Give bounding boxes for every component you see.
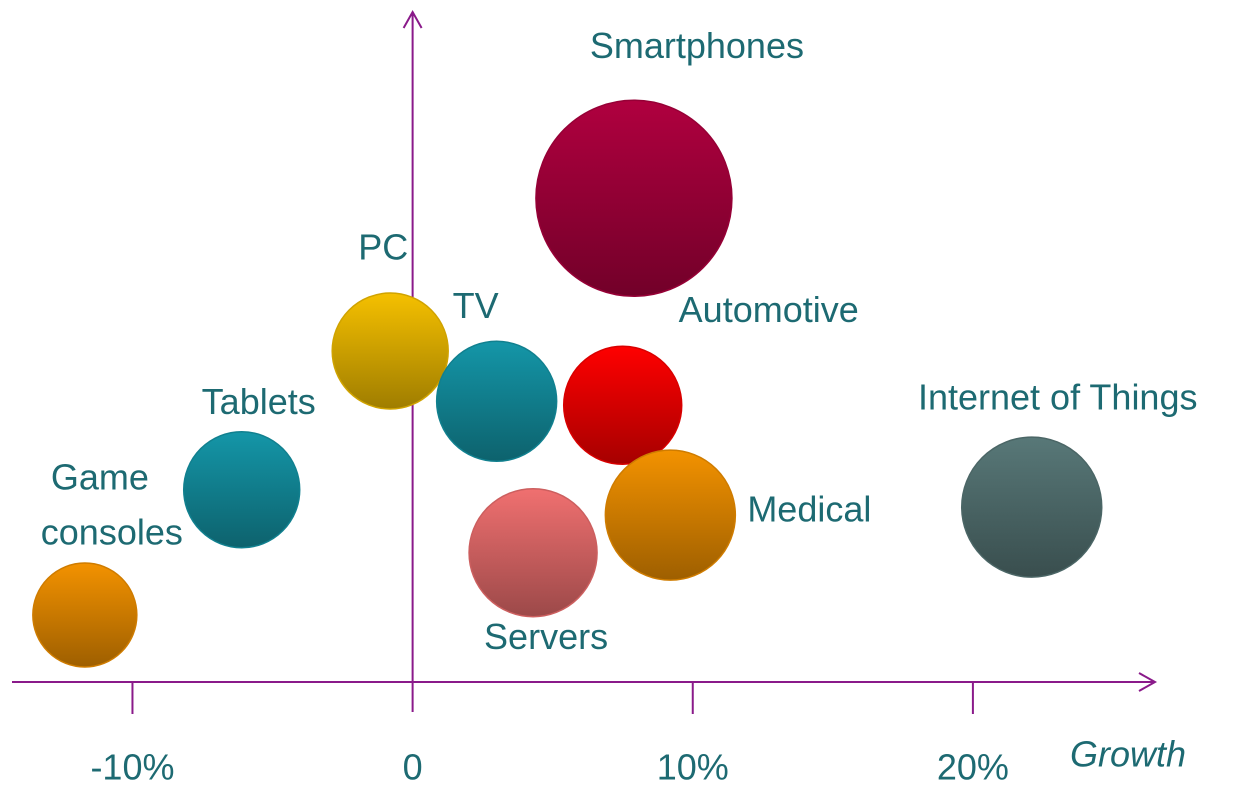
x-tick-label: 20% [937,747,1009,788]
bubble-label: Internet of Things [918,377,1198,418]
x-tick-label: 10% [657,747,729,788]
x-axis [12,672,1158,692]
bubble-label: consoles [41,512,183,553]
bubble [960,436,1103,578]
bubble [331,292,449,410]
bubble [535,99,733,298]
x-axis-label: Growth [1070,734,1186,775]
bubble [32,562,138,668]
bubble-label: PC [358,227,408,268]
bubble [604,449,737,581]
bubble [435,340,558,463]
bubble [562,345,683,466]
x-tick-label: -10% [90,747,174,788]
bubble [468,487,598,618]
bubble-label: Smartphones [590,25,804,66]
bubble-label: Medical [747,489,871,530]
bubble-label: TV [453,285,499,326]
bubble-label: Automotive [679,289,859,330]
bubble-label: Servers [484,616,608,657]
bubble-label: Tablets [202,381,316,422]
bubble [182,430,301,549]
x-tick-label: 0 [403,747,423,788]
bubble-label: Game [51,457,149,498]
